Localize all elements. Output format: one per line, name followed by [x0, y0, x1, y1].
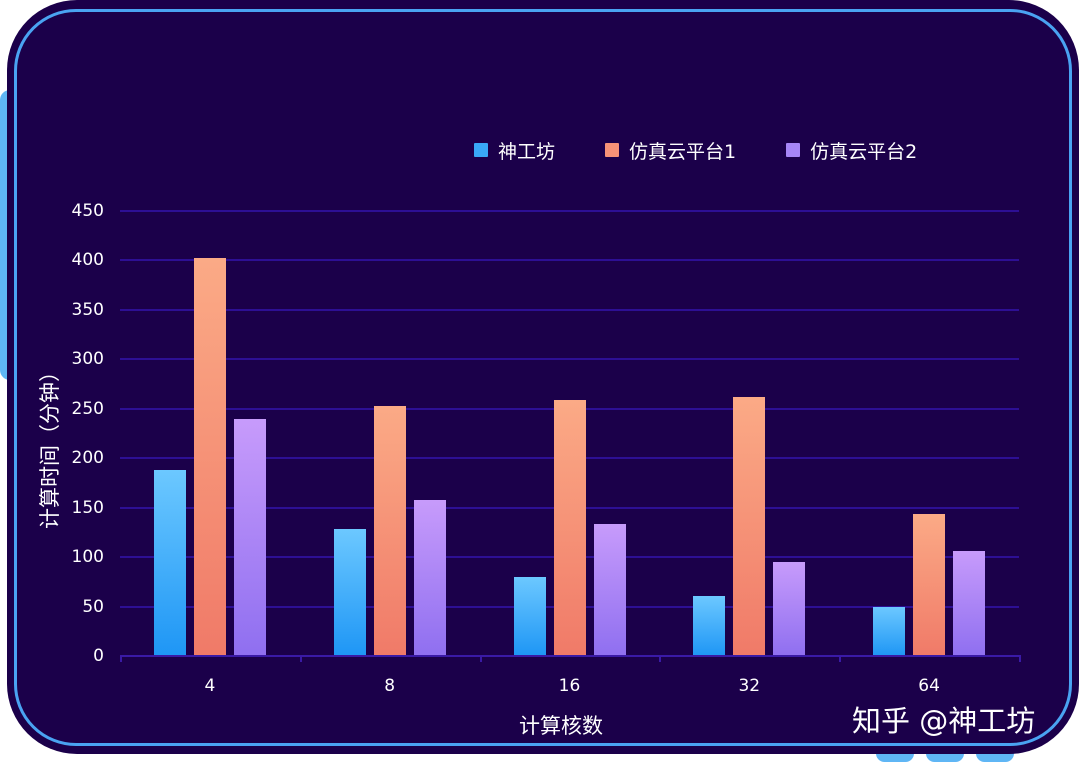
- gridline: [120, 259, 1019, 262]
- watermark: 知乎 @神工坊: [852, 704, 1036, 738]
- x-tick-label: 4: [204, 676, 216, 696]
- gridline: [120, 210, 1019, 212]
- bar-platform1-32[interactable]: [733, 396, 766, 656]
- y-tick-label: 400: [71, 250, 104, 271]
- x-axis-line: [120, 655, 1019, 657]
- x-tick-mark: [120, 655, 122, 662]
- legend-item[interactable]: 仿真云平台2: [786, 137, 917, 164]
- y-tick-label: 0: [93, 646, 104, 666]
- x-tick-mark: [1019, 655, 1021, 662]
- y-tick-label: 350: [71, 299, 104, 320]
- legend-label: 仿真云平台1: [629, 140, 737, 163]
- legend-item[interactable]: 神工坊: [474, 137, 555, 164]
- x-tick-label: 64: [918, 676, 940, 696]
- gridline: [120, 308, 1019, 311]
- bar-platform2-64[interactable]: [953, 551, 986, 656]
- x-tick-mark: [299, 655, 302, 662]
- x-tick-mark: [839, 655, 842, 662]
- bar-platform2-16[interactable]: [593, 523, 626, 656]
- y-tick-label: 150: [71, 497, 104, 518]
- x-tick-label: 8: [384, 676, 396, 696]
- bar-platform2-8[interactable]: [413, 499, 446, 656]
- bar-shengongfang-16[interactable]: [513, 576, 546, 656]
- legend-swatch-icon: [786, 143, 801, 157]
- x-tick-label: 32: [738, 676, 761, 696]
- bar-shengongfang-32[interactable]: [693, 595, 726, 656]
- legend-swatch-icon: [605, 143, 620, 157]
- bar-platform1-64[interactable]: [913, 513, 946, 656]
- bar-platform1-16[interactable]: [553, 399, 586, 656]
- y-tick-label: 450: [71, 201, 104, 221]
- legend-swatch-icon: [474, 143, 488, 157]
- x-tick-label: 16: [558, 676, 581, 696]
- bar-platform2-32[interactable]: [773, 562, 806, 656]
- y-tick-label: 50: [82, 596, 104, 617]
- legend-item[interactable]: 仿真云平台1: [605, 137, 736, 164]
- x-tick-mark: [479, 655, 482, 662]
- y-axis-title: 计算时间（分钟）: [38, 361, 62, 529]
- plot-area: [120, 210, 1019, 656]
- bar-platform1-4[interactable]: [193, 258, 226, 656]
- x-tick-mark: [659, 655, 662, 662]
- bar-shengongfang-64[interactable]: [873, 606, 906, 656]
- bar-platform1-8[interactable]: [373, 405, 406, 656]
- legend-label: 仿真云平台2: [810, 140, 918, 163]
- x-axis-title: 计算核数: [519, 714, 603, 738]
- y-tick-label: 250: [71, 398, 104, 419]
- bar-shengongfang-4[interactable]: [153, 470, 186, 656]
- legend-label: 神工坊: [498, 140, 556, 163]
- bar-shengongfang-8[interactable]: [333, 529, 366, 656]
- y-tick-label: 200: [71, 448, 104, 469]
- gridline: [120, 358, 1019, 361]
- chart-legend: 神工坊 仿真云平台1 仿真云平台2: [474, 136, 917, 164]
- bar-platform2-4[interactable]: [233, 418, 266, 656]
- y-tick-label: 300: [71, 349, 104, 370]
- y-tick-label: 100: [71, 547, 104, 568]
- chart-panel-border: [14, 9, 1072, 746]
